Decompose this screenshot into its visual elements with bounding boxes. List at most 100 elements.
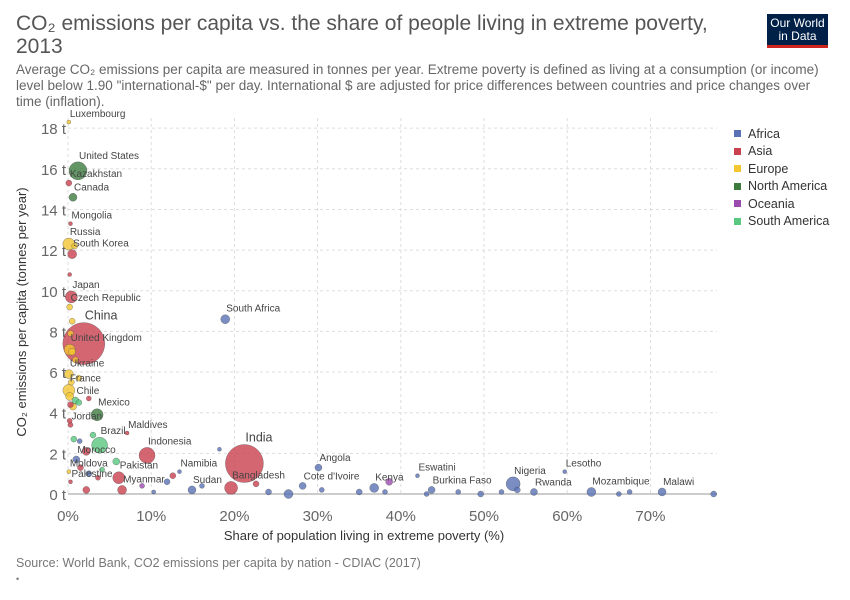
data-point[interactable]: [66, 469, 72, 474]
legend-item[interactable]: Africa: [734, 125, 829, 143]
point-label: Japan: [72, 280, 99, 291]
legend-label: South America: [748, 214, 830, 229]
data-point[interactable]: [369, 483, 379, 493]
data-point[interactable]: [65, 179, 73, 187]
data-point[interactable]: [90, 408, 104, 421]
x-tick-label: 60%: [552, 508, 582, 525]
data-point[interactable]: [76, 438, 83, 444]
data-point[interactable]: [67, 330, 74, 337]
legend-item[interactable]: Oceania: [734, 195, 829, 213]
data-point[interactable]: [72, 455, 81, 464]
data-point[interactable]: [68, 193, 78, 202]
data-point[interactable]: [82, 486, 91, 494]
data-point[interactable]: [70, 435, 78, 443]
data-point[interactable]: [514, 486, 521, 494]
data-point[interactable]: [75, 399, 83, 406]
data-point[interactable]: [225, 444, 264, 483]
point-label: Pakistan: [120, 461, 158, 472]
source-note[interactable]: Source: World Bank, CO2 emissions per ca…: [16, 556, 421, 570]
data-point[interactable]: [117, 485, 127, 495]
data-point[interactable]: [217, 447, 222, 452]
data-point[interactable]: [65, 290, 78, 304]
data-point[interactable]: [68, 221, 73, 226]
data-point[interactable]: [68, 317, 76, 325]
data-point[interactable]: [112, 471, 126, 484]
owid-logo[interactable]: Our World in Data: [767, 14, 828, 48]
data-point[interactable]: [139, 483, 145, 489]
data-point[interactable]: [586, 487, 597, 497]
y-tick-label: 10 t: [41, 284, 67, 301]
data-point[interactable]: [68, 347, 76, 356]
data-point[interactable]: [657, 487, 667, 497]
legend-item[interactable]: South America: [734, 213, 829, 231]
data-point[interactable]: [86, 395, 92, 402]
point-label: China: [85, 309, 118, 323]
data-point[interactable]: [626, 489, 633, 495]
data-point[interactable]: [77, 464, 84, 471]
data-point[interactable]: [427, 486, 436, 494]
legend-swatch: [734, 200, 741, 208]
data-point[interactable]: [138, 447, 156, 464]
data-point[interactable]: [415, 473, 420, 478]
data-point[interactable]: [562, 469, 567, 474]
data-point[interactable]: [68, 479, 73, 485]
data-point[interactable]: [616, 491, 622, 497]
data-point[interactable]: [252, 480, 260, 488]
data-point[interactable]: [89, 431, 97, 439]
data-point[interactable]: [423, 491, 430, 497]
data-point[interactable]: [66, 303, 73, 311]
data-point[interactable]: [224, 481, 238, 495]
data-point[interactable]: [67, 249, 77, 259]
data-point[interactable]: [199, 483, 205, 489]
y-tick-label: 16 t: [41, 162, 67, 179]
data-point[interactable]: [382, 489, 388, 495]
legend-item[interactable]: Asia: [734, 143, 829, 161]
data-point[interactable]: [67, 401, 74, 408]
data-point[interactable]: [477, 490, 484, 498]
data-point[interactable]: [66, 119, 72, 125]
data-point[interactable]: [66, 418, 73, 424]
data-point[interactable]: [91, 436, 108, 454]
data-point[interactable]: [82, 447, 91, 456]
data-point[interactable]: [68, 378, 75, 386]
point-label: South Korea: [73, 239, 129, 250]
data-point[interactable]: [67, 272, 72, 277]
legend-item[interactable]: North America: [734, 178, 829, 196]
data-point[interactable]: [64, 369, 74, 379]
data-point[interactable]: [65, 392, 74, 401]
data-point[interactable]: [498, 489, 505, 495]
data-point[interactable]: [99, 466, 105, 473]
data-point[interactable]: [385, 478, 393, 486]
data-point[interactable]: [319, 487, 325, 493]
data-point[interactable]: [75, 374, 83, 382]
y-axis-label: CO₂ emissions per capita (tonnes per yea…: [14, 187, 29, 436]
data-point[interactable]: [85, 470, 93, 477]
legend-item[interactable]: Europe: [734, 160, 829, 178]
data-point[interactable]: [355, 488, 363, 496]
data-point[interactable]: [265, 488, 272, 496]
x-tick-label: 70%: [635, 508, 665, 525]
data-point[interactable]: [163, 478, 171, 486]
data-point[interactable]: [177, 469, 182, 474]
data-point[interactable]: [112, 457, 121, 466]
data-point[interactable]: [298, 482, 307, 490]
data-point[interactable]: [151, 489, 156, 495]
legend-swatch: [734, 130, 741, 138]
data-point[interactable]: [220, 314, 231, 324]
data-point[interactable]: [710, 490, 717, 498]
data-point[interactable]: [530, 488, 538, 496]
data-point[interactable]: [68, 161, 88, 181]
data-point[interactable]: [283, 489, 294, 499]
data-point[interactable]: [314, 463, 323, 472]
data-point[interactable]: [455, 489, 461, 495]
data-point[interactable]: [124, 430, 130, 436]
legend-swatch: [734, 217, 741, 225]
data-points: [62, 119, 717, 499]
data-point[interactable]: [71, 242, 78, 250]
data-point[interactable]: [72, 356, 79, 364]
data-point[interactable]: [169, 472, 177, 479]
point-label: Palestine: [71, 469, 113, 480]
data-point[interactable]: [95, 474, 101, 481]
data-point[interactable]: [187, 485, 197, 495]
